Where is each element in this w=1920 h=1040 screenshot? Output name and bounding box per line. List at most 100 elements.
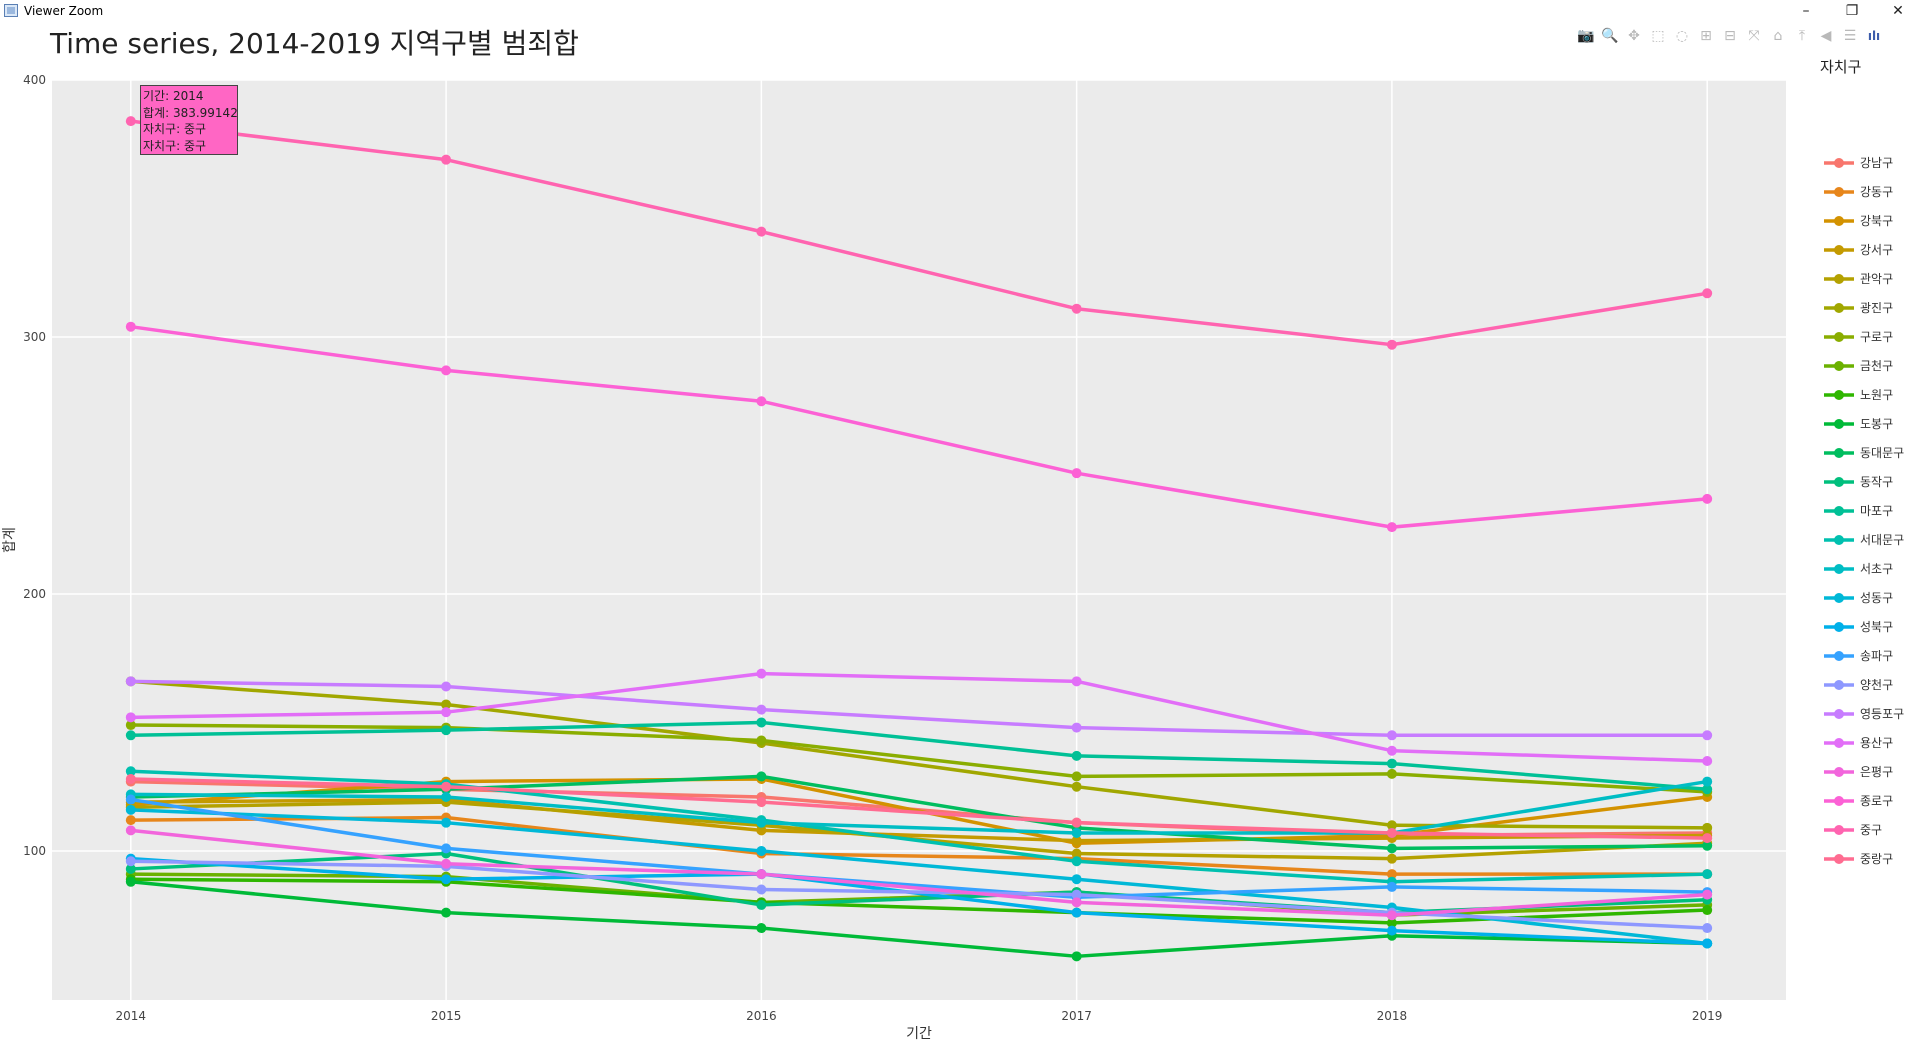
data-point[interactable]: [1071, 676, 1082, 687]
data-point[interactable]: [441, 681, 452, 692]
data-point[interactable]: [1702, 756, 1713, 767]
data-point[interactable]: [125, 712, 136, 723]
data-point[interactable]: [1071, 889, 1082, 900]
series-중랑구[interactable]: [125, 773, 1713, 844]
data-point[interactable]: [1386, 730, 1397, 741]
zoom-icon[interactable]: 🔍: [1601, 28, 1619, 44]
data-point[interactable]: [125, 825, 136, 836]
series-line[interactable]: [130, 777, 1708, 840]
data-point[interactable]: [125, 815, 136, 826]
zoom-out-icon[interactable]: ⊟: [1724, 28, 1736, 44]
series-중구[interactable]: [125, 116, 1713, 350]
data-point[interactable]: [1386, 768, 1397, 779]
data-point[interactable]: [1071, 951, 1082, 962]
data-point[interactable]: [756, 884, 767, 895]
data-point[interactable]: [756, 817, 767, 828]
data-point[interactable]: [1386, 910, 1397, 921]
pan-icon[interactable]: ✥: [1628, 28, 1640, 44]
data-point[interactable]: [125, 676, 136, 687]
legend-item[interactable]: 금천구: [1822, 355, 1920, 377]
data-point[interactable]: [441, 725, 452, 736]
data-point[interactable]: [756, 396, 767, 407]
data-point[interactable]: [1386, 925, 1397, 936]
data-point[interactable]: [1386, 843, 1397, 854]
legend-item[interactable]: 종로구: [1822, 790, 1920, 812]
legend-item[interactable]: 영등포구: [1822, 703, 1920, 725]
series-영등포구[interactable]: [125, 676, 1713, 741]
data-point[interactable]: [756, 771, 767, 782]
data-point[interactable]: [1702, 833, 1713, 844]
series-line[interactable]: [130, 679, 1708, 738]
data-point[interactable]: [125, 116, 136, 127]
data-point[interactable]: [1702, 840, 1713, 851]
series-line[interactable]: [130, 774, 1708, 851]
series-line[interactable]: [130, 324, 1708, 529]
box-select-icon[interactable]: ⬚: [1651, 28, 1665, 44]
restore-button[interactable]: ❐: [1845, 3, 1859, 19]
legend-item[interactable]: 용산구: [1822, 732, 1920, 754]
data-point[interactable]: [1702, 776, 1713, 787]
data-point[interactable]: [1702, 730, 1713, 741]
data-point[interactable]: [1071, 897, 1082, 908]
data-point[interactable]: [441, 907, 452, 918]
data-point[interactable]: [125, 794, 136, 805]
data-point[interactable]: [441, 858, 452, 869]
data-point[interactable]: [1386, 339, 1397, 350]
data-point[interactable]: [756, 717, 767, 728]
hover-closest-icon[interactable]: ◀: [1820, 28, 1832, 44]
data-point[interactable]: [1386, 881, 1397, 892]
data-point[interactable]: [756, 845, 767, 856]
series-line[interactable]: [130, 797, 1708, 899]
minimize-button[interactable]: –: [1802, 3, 1810, 19]
data-point[interactable]: [1071, 468, 1082, 479]
data-point[interactable]: [441, 699, 452, 710]
legend-item[interactable]: 서초구: [1822, 558, 1920, 580]
series-line[interactable]: [130, 769, 1708, 884]
data-point[interactable]: [1071, 848, 1082, 859]
legend-item[interactable]: 은평구: [1822, 761, 1920, 783]
data-point[interactable]: [756, 735, 767, 746]
data-point[interactable]: [1702, 822, 1713, 833]
legend-item[interactable]: 구로구: [1822, 326, 1920, 348]
series-line[interactable]: [130, 797, 1708, 843]
series-line[interactable]: [130, 119, 1708, 347]
series-line[interactable]: [130, 828, 1708, 917]
data-point[interactable]: [125, 321, 136, 332]
series-은평구[interactable]: [125, 825, 1713, 921]
data-point[interactable]: [1071, 817, 1082, 828]
data-point[interactable]: [756, 923, 767, 934]
data-point[interactable]: [756, 226, 767, 237]
data-point[interactable]: [1071, 835, 1082, 846]
series-line[interactable]: [130, 877, 1708, 925]
legend-item[interactable]: 강서구: [1822, 239, 1920, 261]
legend-item[interactable]: 관악구: [1822, 268, 1920, 290]
data-point[interactable]: [1386, 917, 1397, 928]
data-point[interactable]: [1386, 745, 1397, 756]
series-line[interactable]: [130, 779, 1708, 835]
data-point[interactable]: [1386, 758, 1397, 769]
data-point[interactable]: [1702, 869, 1713, 880]
series-line[interactable]: [130, 723, 1708, 794]
data-point[interactable]: [1071, 856, 1082, 867]
data-point[interactable]: [1702, 938, 1713, 949]
data-point[interactable]: [1386, 853, 1397, 864]
data-point[interactable]: [125, 766, 136, 777]
legend-item[interactable]: 노원구: [1822, 384, 1920, 406]
data-point[interactable]: [125, 773, 136, 784]
data-point[interactable]: [441, 707, 452, 718]
data-point[interactable]: [1071, 750, 1082, 761]
reset-axes-icon[interactable]: ⌂: [1773, 28, 1783, 44]
data-point[interactable]: [1071, 781, 1082, 792]
data-point[interactable]: [756, 869, 767, 880]
legend-item[interactable]: 양천구: [1822, 674, 1920, 696]
series-line[interactable]: [130, 815, 1708, 876]
data-point[interactable]: [1071, 907, 1082, 918]
lasso-select-icon[interactable]: ◌: [1675, 28, 1689, 44]
data-point[interactable]: [1702, 889, 1713, 900]
data-point[interactable]: [1386, 827, 1397, 838]
data-point[interactable]: [1702, 493, 1713, 504]
legend-item[interactable]: 동대문구: [1822, 442, 1920, 464]
hover-compare-icon[interactable]: ☰: [1843, 28, 1857, 44]
legend-item[interactable]: 강동구: [1822, 181, 1920, 203]
data-point[interactable]: [441, 843, 452, 854]
